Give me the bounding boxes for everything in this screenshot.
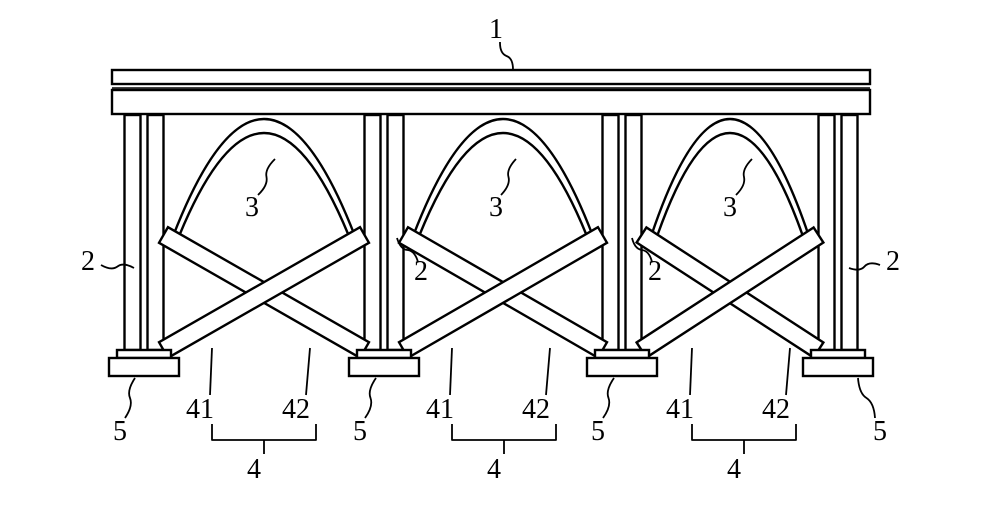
- column-right-2: [626, 115, 642, 350]
- leader-l5a: [125, 378, 135, 418]
- foot-cap-3: [811, 350, 865, 358]
- arch-outer-1: [414, 119, 593, 235]
- foot-cap-0: [117, 350, 171, 358]
- foot-base-3: [803, 358, 873, 376]
- foot-cap-2: [595, 350, 649, 358]
- column-right-0: [148, 115, 164, 350]
- label-l5a: 5: [113, 416, 127, 447]
- leader-l42b: [546, 348, 550, 395]
- label-l2b: 2: [414, 256, 428, 287]
- bracket-2: [692, 424, 796, 454]
- leader-l3a: [258, 159, 275, 195]
- leader-l42c: [786, 348, 790, 395]
- label-l4a: 4: [247, 454, 261, 485]
- leader-l5b: [365, 378, 376, 418]
- label-l2c: 2: [648, 256, 662, 287]
- label-l3b: 3: [489, 192, 503, 223]
- column-left-3: [819, 115, 835, 350]
- label-l41a: 41: [186, 394, 214, 425]
- label-l4c: 4: [727, 454, 741, 485]
- column-left-0: [125, 115, 141, 350]
- column-right-3: [842, 115, 858, 350]
- column-right-1: [388, 115, 404, 350]
- label-l5c: 5: [591, 416, 605, 447]
- foot-base-2: [587, 358, 657, 376]
- foot-base-0: [109, 358, 179, 376]
- foot-base-1: [349, 358, 419, 376]
- label-l42a: 42: [282, 394, 310, 425]
- column-left-1: [365, 115, 381, 350]
- deck-beam: [112, 90, 870, 114]
- leader-l5d: [858, 378, 875, 418]
- label-l3c: 3: [723, 192, 737, 223]
- arch-inner-1: [420, 133, 587, 235]
- leader-l3c: [736, 159, 752, 195]
- arch-inner-0: [180, 133, 349, 235]
- leader-l41b: [450, 348, 452, 395]
- label-l2d: 2: [886, 246, 900, 277]
- arch-outer-0: [174, 119, 355, 235]
- label-l42b: 42: [522, 394, 550, 425]
- leader-l42a: [306, 348, 310, 395]
- label-l41c: 41: [666, 394, 694, 425]
- label-l4b: 4: [487, 454, 501, 485]
- label-l3a: 3: [245, 192, 259, 223]
- leader-l3b: [501, 159, 516, 195]
- label-l41b: 41: [426, 394, 454, 425]
- foot-cap-1: [357, 350, 411, 358]
- label-l2a: 2: [81, 246, 95, 277]
- leader-l41a: [210, 348, 212, 395]
- leader-l5c: [603, 378, 614, 418]
- leader-l41c: [690, 348, 692, 395]
- label-l1: 1: [489, 14, 503, 45]
- bracket-0: [212, 424, 316, 454]
- label-l5b: 5: [353, 416, 367, 447]
- bracket-1: [452, 424, 556, 454]
- leader-l1: [500, 42, 513, 70]
- label-l42c: 42: [762, 394, 790, 425]
- deck-rail: [112, 70, 870, 84]
- label-l5d: 5: [873, 416, 887, 447]
- column-left-2: [603, 115, 619, 350]
